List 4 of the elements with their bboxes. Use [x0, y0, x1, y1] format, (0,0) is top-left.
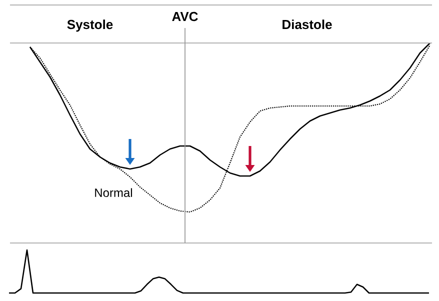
- text: AVC: [172, 12, 198, 22]
- text: Systole: [67, 20, 113, 32]
- text: Diastole: [282, 20, 332, 30]
- series-label: Normal: [95, 188, 132, 198]
